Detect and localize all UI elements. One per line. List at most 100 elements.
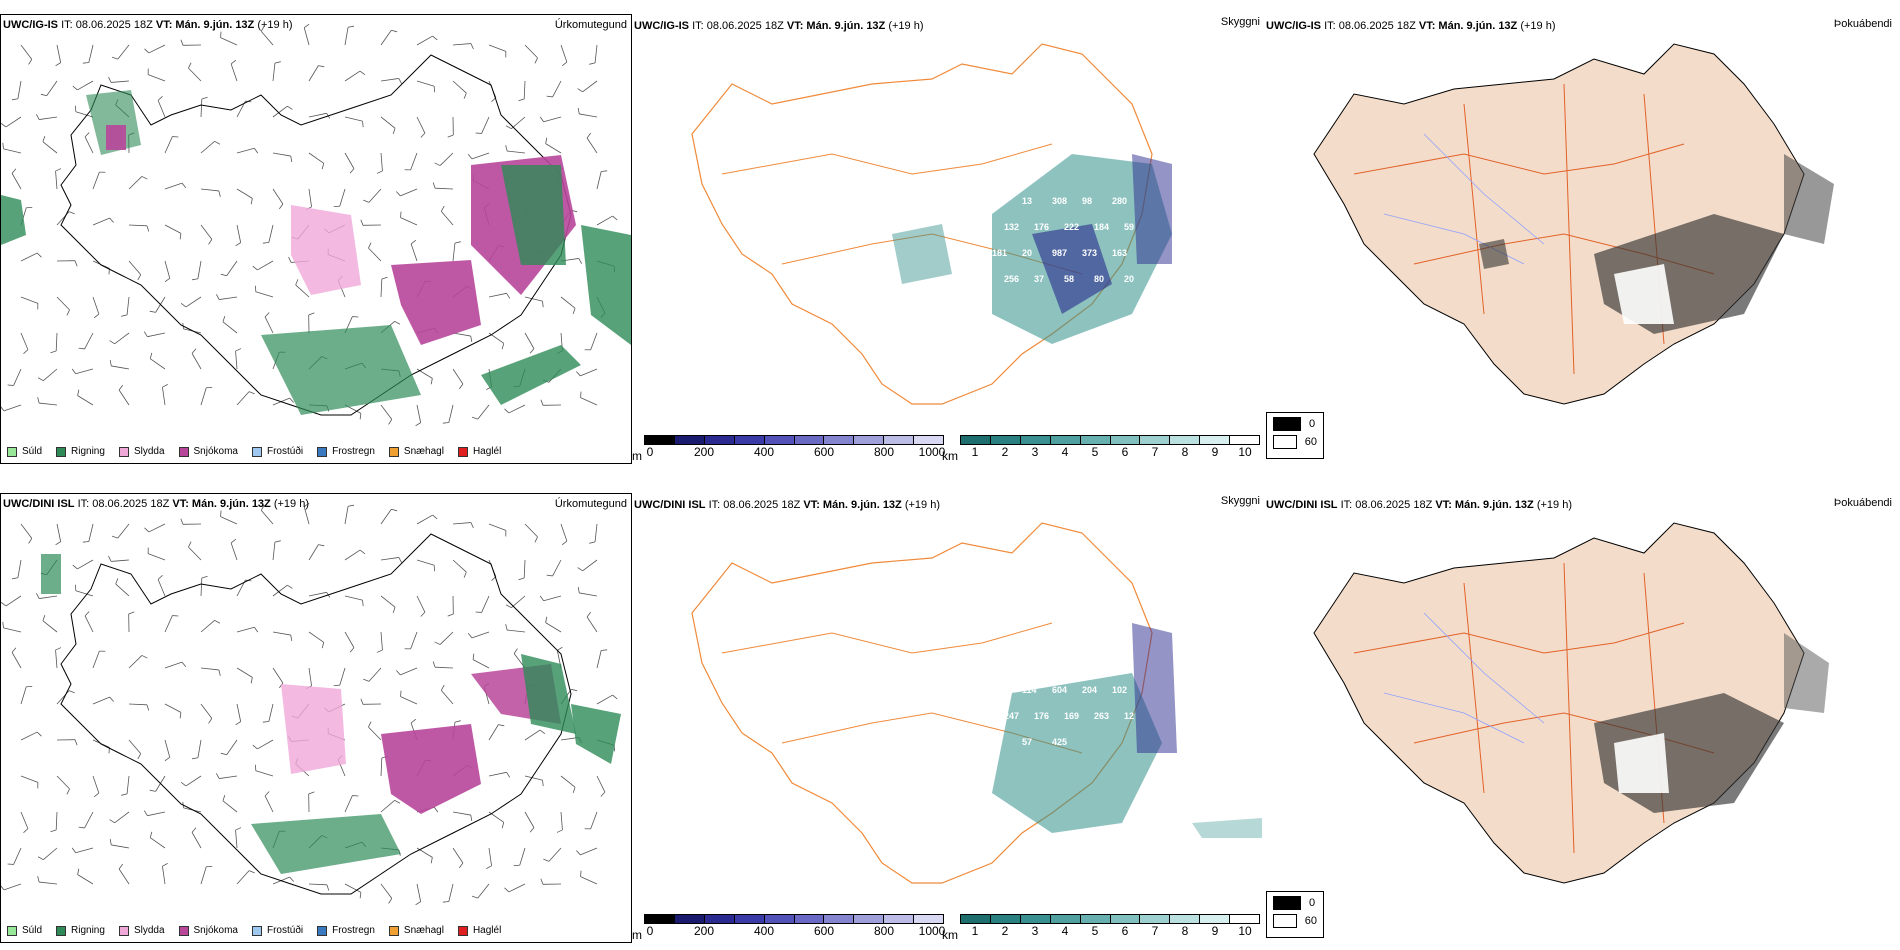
wind-barb-flag [434,641,441,645]
legend-item: Slydda [118,446,165,457]
wind-barb-flag [415,422,421,427]
wind-barb [560,296,576,309]
cloud-base-label: 12 [1124,711,1134,721]
scale-tick: 6 [1121,924,1129,938]
wind-barb [400,188,418,197]
scale-tick: 5 [1091,924,1099,938]
wind-barb [552,559,562,577]
valid-time-label: VT: [1418,20,1436,32]
wind-barb [344,27,349,46]
wind-barb-flag [37,876,40,883]
wind-barb-flag [534,536,538,543]
fog-panel-2: Þokuábendi [1264,493,1900,943]
wind-barb [128,224,147,227]
wind-barb-flag [295,279,299,286]
wind-barb-flag [181,182,187,189]
scale-cell [884,915,915,923]
wind-barb [344,116,363,122]
cloud-base-label: 176 [1034,711,1049,721]
wind-barb [118,868,130,885]
wind-barb-flag [505,145,508,152]
valid-time: Mán. 9.jún. 13Z [191,498,271,510]
wind-barb [56,211,70,226]
wind-barb-flag [447,613,454,617]
valid-time: Mán. 9.jún. 13Z [1454,499,1534,511]
wind-barb [580,876,598,885]
wind-barb-flag [109,696,114,702]
wind-barb [303,27,310,46]
visibility-scale-cells [960,435,1260,445]
wind-barb [380,883,393,899]
wind-barb [200,866,207,885]
panel-header: UWC/IG-IS IT: 08.06.2025 18Z VT: Mán. 9.… [3,19,293,31]
wind-barb-flag [471,416,478,420]
cloud-base-label: 176 [1034,222,1049,232]
wind-barb [11,173,22,190]
wind-barb-flag [321,163,325,170]
wind-barb [272,188,284,205]
wind-barb [17,559,22,578]
valid-time-label: VT: [155,19,173,31]
wind-barb-flag [162,862,168,867]
wind-barb-flag [235,827,242,831]
legend-label: Slydda [133,925,165,936]
wind-barb-flag [141,176,148,180]
panel-title-precip: Úrkomutegund [554,498,627,510]
wind-barb [339,667,346,686]
wind-barb-flag [349,168,355,174]
wind-barb-flag [467,632,473,639]
scale-cell [1050,436,1081,444]
init-time: IT: 08.06.2025 18Z [77,498,170,510]
wind-barb [548,847,562,862]
wind-barb [308,591,327,597]
fog-legend-swatch [1273,435,1297,449]
wind-barb-flag [78,347,85,350]
wind-barb-flag [36,252,42,258]
wind-barb [368,247,382,262]
wind-barb-flag [1,406,5,412]
wind-barb [164,739,171,758]
wind-barb [452,811,471,816]
wind-barb [416,595,426,613]
wind-barb [84,136,94,154]
wind-barb [452,243,456,262]
scale-tick: 800 [873,924,895,938]
wind-barb [524,523,538,538]
wind-barb [3,404,22,412]
wind-barb [560,44,568,63]
scale-cell [884,436,915,444]
wind-barb-flag [208,239,213,245]
wind-barb [200,224,213,240]
wind-barb-flag [505,125,512,130]
wind-barb [268,224,274,243]
model-name: UWC/IG-IS [634,20,689,32]
wind-barb-flag [359,413,362,420]
wind-barb [488,523,506,531]
wind-barb [452,847,464,864]
wind-barb [508,883,526,893]
wind-barb-flag [545,137,548,144]
wind-barb-flag [394,799,401,804]
wind-barb-flag [146,704,150,711]
wind-barb-flag [529,827,535,833]
wind-barb [56,523,62,542]
wind-barb [55,650,58,669]
scale-cell [1230,915,1260,923]
wind-barb-flag [454,720,461,723]
wind-barb-flag [359,549,366,554]
wind-barb [523,80,526,99]
wind-barb-flag [601,649,608,651]
wind-barb [3,148,22,154]
wind-barb [511,595,526,609]
cloud-base-label: 18 [992,737,1002,747]
wind-barb-flag [432,35,438,41]
wind-barb-flag [432,182,436,189]
wind-barb-flag [149,831,153,838]
legend-item: Snjókoma [178,925,238,936]
model-name: UWC/IG-IS [1266,20,1321,32]
wind-barb-flag [264,312,270,318]
wind-barb-flag [394,320,401,325]
wind-barb-flag [398,557,403,563]
wind-barb [148,523,166,533]
scale-tick: 10 [1238,924,1252,938]
